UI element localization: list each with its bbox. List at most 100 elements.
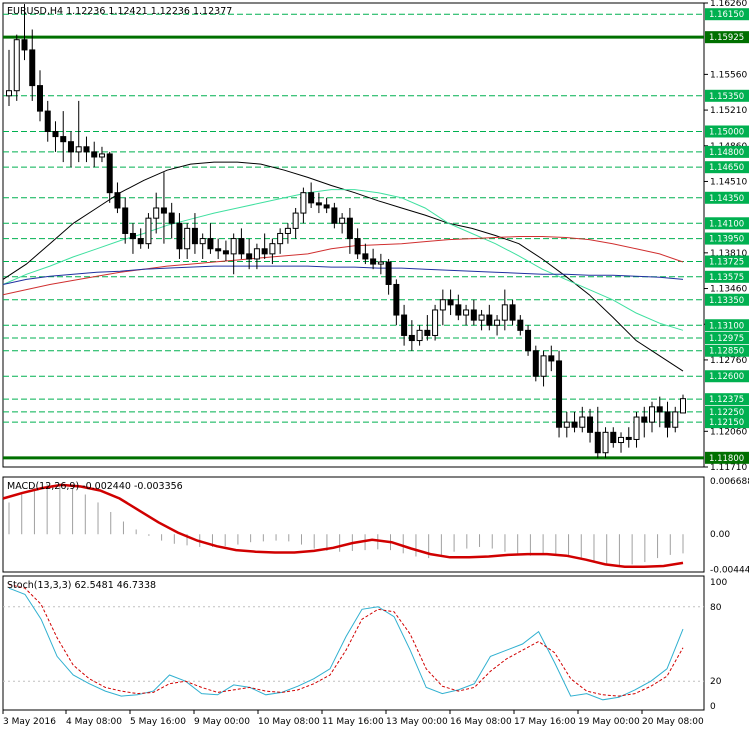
time-tick-label: 4 May 08:00 <box>66 717 122 727</box>
level-tag <box>705 217 749 230</box>
candle-body-bear <box>610 431 617 444</box>
candle-body-bull <box>339 217 346 224</box>
price-tick-label: 1.14510 <box>710 177 747 187</box>
candle-body-bear <box>29 49 36 87</box>
level-tag <box>705 145 749 158</box>
level-tag <box>705 370 749 383</box>
candle-body-bear <box>323 204 330 209</box>
candle-body-bull <box>269 243 276 255</box>
level-tag-label: 1.14650 <box>709 163 744 173</box>
level-tag <box>705 161 749 174</box>
level-tag <box>705 416 749 429</box>
time-tick-label: 5 May 16:00 <box>130 717 186 727</box>
candle-body-bear <box>424 329 431 336</box>
stoch-axis: 100 80 20 0 <box>710 578 727 712</box>
candle-body-bear <box>408 334 415 342</box>
candle-body-bear <box>83 146 90 153</box>
time-tick-label: 16 May 08:00 <box>450 717 512 727</box>
candle-body-bear <box>67 141 74 153</box>
level-tag-label: 1.15350 <box>709 92 744 102</box>
stoch-tick-label: 0 <box>710 702 716 712</box>
candle-body-bull <box>153 207 160 219</box>
time-tick-label: 11 May 16:00 <box>322 717 384 727</box>
candle-body-bull <box>672 411 679 428</box>
stoch-pane: Stoch(13,3,3) 62.5481 46.7338 <box>2 575 705 711</box>
candle-body-bear <box>246 253 253 260</box>
macd-label: MACD(12,26,9) -0.002440 -0.003356 <box>7 481 183 492</box>
stoch-label: Stoch(13,3,3) 62.5481 46.7338 <box>7 580 156 591</box>
price-tick-label: 1.12760 <box>710 356 747 366</box>
candle-body-bear <box>36 85 43 112</box>
candle-body-bear <box>486 314 493 326</box>
stoch-tick-label: 80 <box>710 603 722 613</box>
candle-body-bull <box>618 436 625 444</box>
price-tick-label: 1.13460 <box>710 285 747 295</box>
moving-average-line <box>2 265 684 285</box>
moving-average-line <box>2 189 684 331</box>
candle-body-bear <box>222 250 229 255</box>
candle-body-bull <box>145 217 152 245</box>
macd-tick-label: 0.006688 <box>710 477 749 487</box>
candle-body-bear <box>362 253 369 260</box>
candle-body-bull <box>75 146 82 153</box>
level-tag-label: 1.13725 <box>709 258 744 268</box>
candle-body-bear <box>532 350 539 377</box>
level-tag-label: 1.11800 <box>709 454 744 464</box>
candle-body-bear <box>91 151 98 158</box>
support-resistance-levels <box>3 13 704 460</box>
level-tag-label: 1.13575 <box>709 273 744 283</box>
candle-body-bear <box>106 153 113 194</box>
candle-body-bear <box>587 416 594 433</box>
candle-body-bear <box>556 360 563 428</box>
candle-body-bull <box>230 238 237 255</box>
level-tag <box>705 191 749 204</box>
level-tag <box>705 293 749 306</box>
level-tag-label: 1.13950 <box>709 235 744 245</box>
macd-tick-label: -0.004442 <box>710 566 749 576</box>
candle-body-bear <box>455 304 462 316</box>
level-tag <box>705 270 749 283</box>
level-tag <box>705 319 749 332</box>
level-tag-label: 1.14350 <box>709 194 744 204</box>
candle-body-bear <box>238 238 245 255</box>
level-tag <box>705 344 749 357</box>
candle-body-bear <box>315 202 322 206</box>
level-tag <box>705 89 749 102</box>
candle-body-bear <box>60 136 67 143</box>
candle-body-bear <box>21 39 28 51</box>
candle-body-bear <box>509 304 516 321</box>
candle-body-bear <box>447 299 454 306</box>
candle-body-bull <box>579 416 586 428</box>
candle-body-bear <box>393 283 400 316</box>
candle-body-bull <box>501 304 508 321</box>
level-tag <box>705 255 749 268</box>
level-tag-label: 1.13350 <box>709 296 744 306</box>
macd-tick-label: 0.00 <box>710 530 730 540</box>
candle-body-bull <box>184 227 191 250</box>
price-tick-label: 1.12060 <box>710 427 747 437</box>
price-tick-label: 1.15560 <box>710 70 747 80</box>
candle-body-bull <box>478 314 485 321</box>
time-tick-label: 13 May 00:00 <box>386 717 448 727</box>
candle-body-bear <box>625 436 632 440</box>
time-tick-label: 17 May 16:00 <box>514 717 576 727</box>
chart-title: EURUSD,H4 1.12236 1.12421 1.12236 1.1237… <box>7 6 232 17</box>
candle-body-bear <box>52 130 59 138</box>
macd-histogram <box>8 484 684 567</box>
time-tick-label: 20 May 08:00 <box>642 717 704 727</box>
price-tick-label: 1.13810 <box>710 249 747 259</box>
level-tag-label: 1.12850 <box>709 347 744 357</box>
price-tick-label: 1.16260 <box>710 0 747 9</box>
candle-body-bull <box>277 232 284 245</box>
candle-body-bear <box>664 411 671 428</box>
candle-body-bear <box>385 261 392 285</box>
candle-body-bull <box>253 248 260 260</box>
macd-axis: 0.006688 0.00 -0.004442 <box>710 477 749 575</box>
price-tick-label: 1.11710 <box>710 463 747 473</box>
candle-body-bear <box>215 248 222 252</box>
candlesticks <box>6 4 686 458</box>
candle-body-bear <box>168 212 175 224</box>
macd-signal-line <box>2 483 684 569</box>
candle-body-bull <box>439 299 446 311</box>
